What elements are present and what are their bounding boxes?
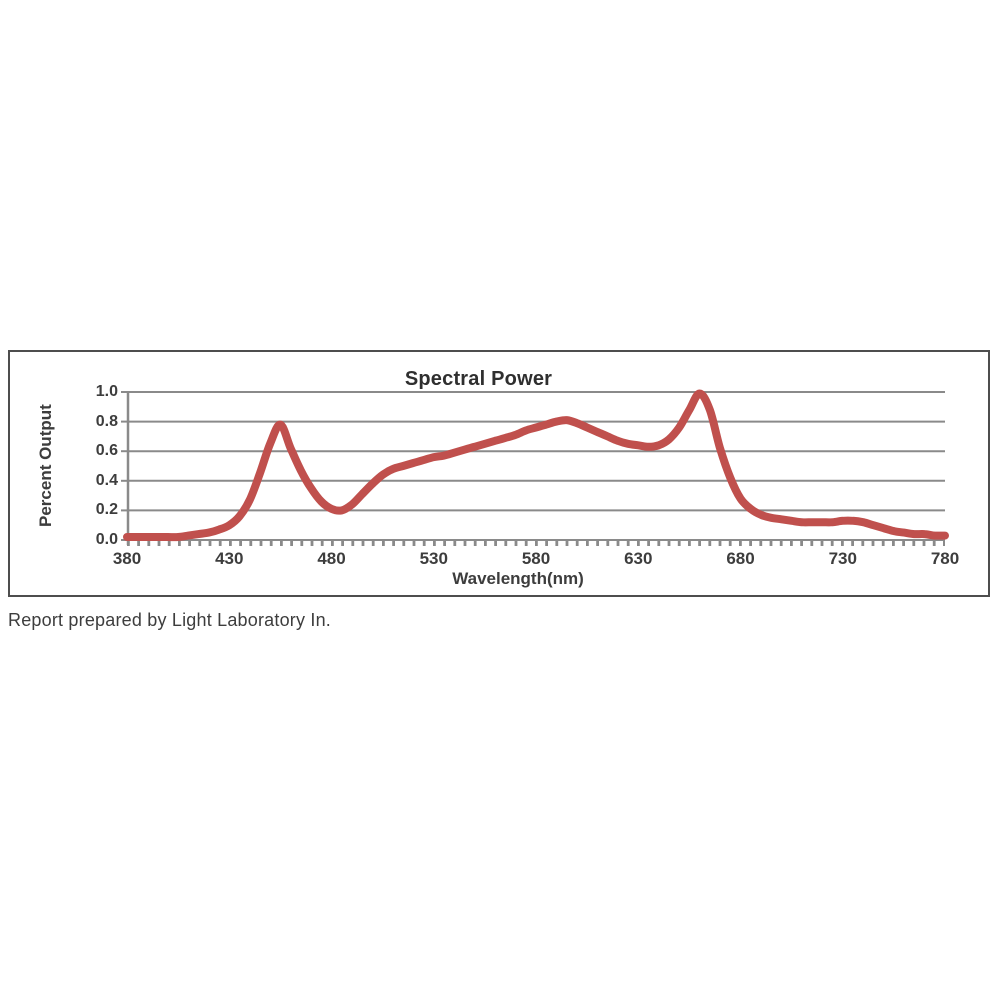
chart-frame: Spectral Power Percent Output 0.0 0.2 0.4 0…: [8, 350, 990, 597]
spectral-power-curve: [123, 389, 949, 542]
x-tick-label: 580: [521, 549, 551, 568]
y-tick-label: 0.0: [95, 531, 118, 548]
x-tick-label: 780: [930, 549, 960, 568]
y-tick-label: 0.6: [95, 442, 118, 460]
x-tick-label: 530: [419, 549, 448, 568]
x-tick-label: 630: [624, 549, 653, 568]
x-tick-label: 730: [828, 549, 857, 568]
x-axis-title: Wavelength(nm): [452, 569, 584, 588]
y-tick-label: 1.0: [95, 383, 118, 400]
y-tick-label: 0.8: [95, 412, 118, 430]
x-tick-label: 480: [317, 549, 346, 568]
y-axis-title: Percent Output: [36, 404, 55, 528]
x-tick-label: 680: [726, 549, 755, 568]
report-note: Report prepared by Light Laboratory In.: [8, 610, 331, 630]
y-tick-label: 0.2: [95, 501, 118, 519]
y-tick-label: 0.4: [95, 471, 118, 489]
chart-title: Spectral Power: [404, 368, 553, 390]
plot-svg: [121, 389, 949, 546]
x-tick-label: 430: [215, 549, 244, 568]
plot-area: 0.0 0.2 0.4 0.6 0.8 1.0 380 430 480 530 580 630 680 7…: [96, 383, 959, 568]
x-tick-label: 380: [112, 549, 142, 568]
